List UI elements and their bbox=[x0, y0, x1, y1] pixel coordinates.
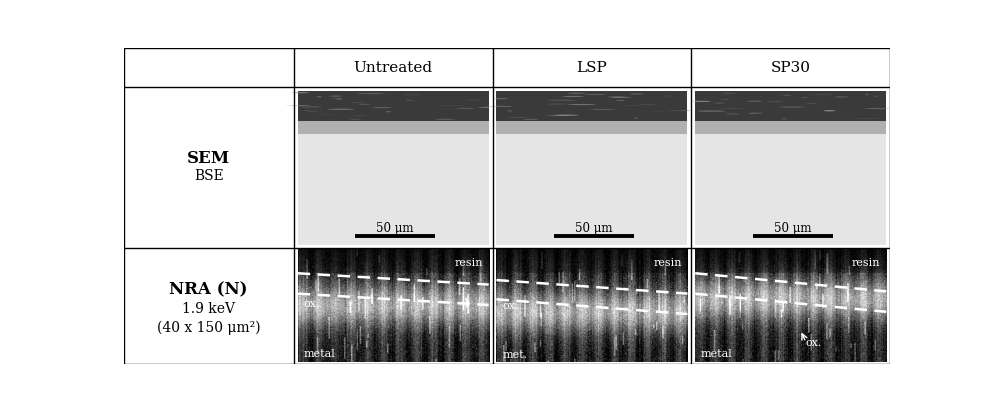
Text: resin: resin bbox=[455, 257, 483, 267]
Ellipse shape bbox=[669, 111, 687, 112]
Ellipse shape bbox=[357, 94, 385, 95]
Bar bbox=[695, 91, 886, 245]
Text: ox.: ox. bbox=[502, 300, 518, 310]
Ellipse shape bbox=[568, 93, 586, 94]
Text: BSE: BSE bbox=[194, 169, 224, 183]
Ellipse shape bbox=[507, 118, 528, 119]
Ellipse shape bbox=[584, 94, 606, 95]
Ellipse shape bbox=[801, 98, 808, 99]
Text: 50 μm: 50 μm bbox=[377, 221, 413, 234]
Ellipse shape bbox=[835, 97, 849, 98]
Ellipse shape bbox=[546, 116, 569, 117]
Ellipse shape bbox=[634, 118, 639, 119]
Ellipse shape bbox=[607, 97, 625, 98]
Ellipse shape bbox=[865, 94, 869, 96]
Ellipse shape bbox=[747, 101, 763, 103]
Bar bbox=[695, 91, 886, 122]
Text: (40 x 150 μm²): (40 x 150 μm²) bbox=[157, 320, 260, 334]
Ellipse shape bbox=[824, 111, 836, 112]
Ellipse shape bbox=[292, 93, 310, 94]
Text: SP30: SP30 bbox=[770, 61, 811, 75]
Ellipse shape bbox=[287, 106, 311, 107]
Text: resin: resin bbox=[653, 257, 681, 267]
Text: LSP: LSP bbox=[577, 61, 607, 75]
Ellipse shape bbox=[719, 100, 730, 101]
Bar bbox=[298, 91, 489, 122]
Ellipse shape bbox=[486, 106, 512, 108]
Text: SEM: SEM bbox=[187, 150, 230, 166]
Ellipse shape bbox=[720, 109, 744, 110]
Ellipse shape bbox=[781, 119, 787, 120]
Bar bbox=[496, 91, 687, 245]
Ellipse shape bbox=[435, 119, 455, 120]
Bar bbox=[496, 91, 687, 122]
Text: metal: metal bbox=[701, 348, 733, 357]
Ellipse shape bbox=[568, 105, 596, 106]
Ellipse shape bbox=[493, 99, 507, 100]
Ellipse shape bbox=[336, 99, 342, 100]
Text: 50 μm: 50 μm bbox=[773, 221, 811, 234]
Ellipse shape bbox=[611, 97, 631, 99]
Ellipse shape bbox=[373, 108, 392, 109]
Ellipse shape bbox=[767, 102, 783, 103]
Ellipse shape bbox=[697, 111, 725, 112]
Ellipse shape bbox=[589, 110, 616, 111]
Ellipse shape bbox=[748, 113, 764, 114]
Ellipse shape bbox=[523, 119, 539, 120]
Text: NRA (N): NRA (N) bbox=[169, 281, 248, 298]
Text: metal: metal bbox=[304, 348, 335, 357]
Text: 1.9 keV: 1.9 keV bbox=[182, 302, 235, 316]
Ellipse shape bbox=[630, 94, 644, 95]
Ellipse shape bbox=[547, 104, 568, 105]
Ellipse shape bbox=[349, 119, 361, 120]
Ellipse shape bbox=[864, 109, 892, 110]
Ellipse shape bbox=[779, 107, 805, 108]
Ellipse shape bbox=[327, 109, 354, 110]
Text: met.: met. bbox=[502, 349, 527, 359]
Ellipse shape bbox=[691, 101, 711, 103]
Text: Untreated: Untreated bbox=[354, 61, 433, 75]
Text: 50 μm: 50 μm bbox=[575, 221, 612, 234]
Ellipse shape bbox=[616, 101, 624, 102]
Ellipse shape bbox=[750, 114, 756, 115]
Bar bbox=[695, 122, 886, 135]
Ellipse shape bbox=[479, 108, 491, 109]
Text: resin: resin bbox=[852, 257, 880, 267]
Ellipse shape bbox=[714, 103, 725, 104]
Text: ox.: ox. bbox=[304, 298, 319, 308]
Bar bbox=[298, 122, 489, 135]
Ellipse shape bbox=[782, 95, 791, 97]
Bar bbox=[496, 122, 687, 135]
Ellipse shape bbox=[299, 107, 322, 108]
Ellipse shape bbox=[555, 115, 579, 117]
Ellipse shape bbox=[386, 112, 391, 113]
Ellipse shape bbox=[404, 95, 420, 96]
Bar bbox=[298, 91, 489, 245]
Ellipse shape bbox=[680, 111, 689, 112]
Text: ox.: ox. bbox=[806, 337, 823, 348]
Ellipse shape bbox=[316, 97, 322, 98]
